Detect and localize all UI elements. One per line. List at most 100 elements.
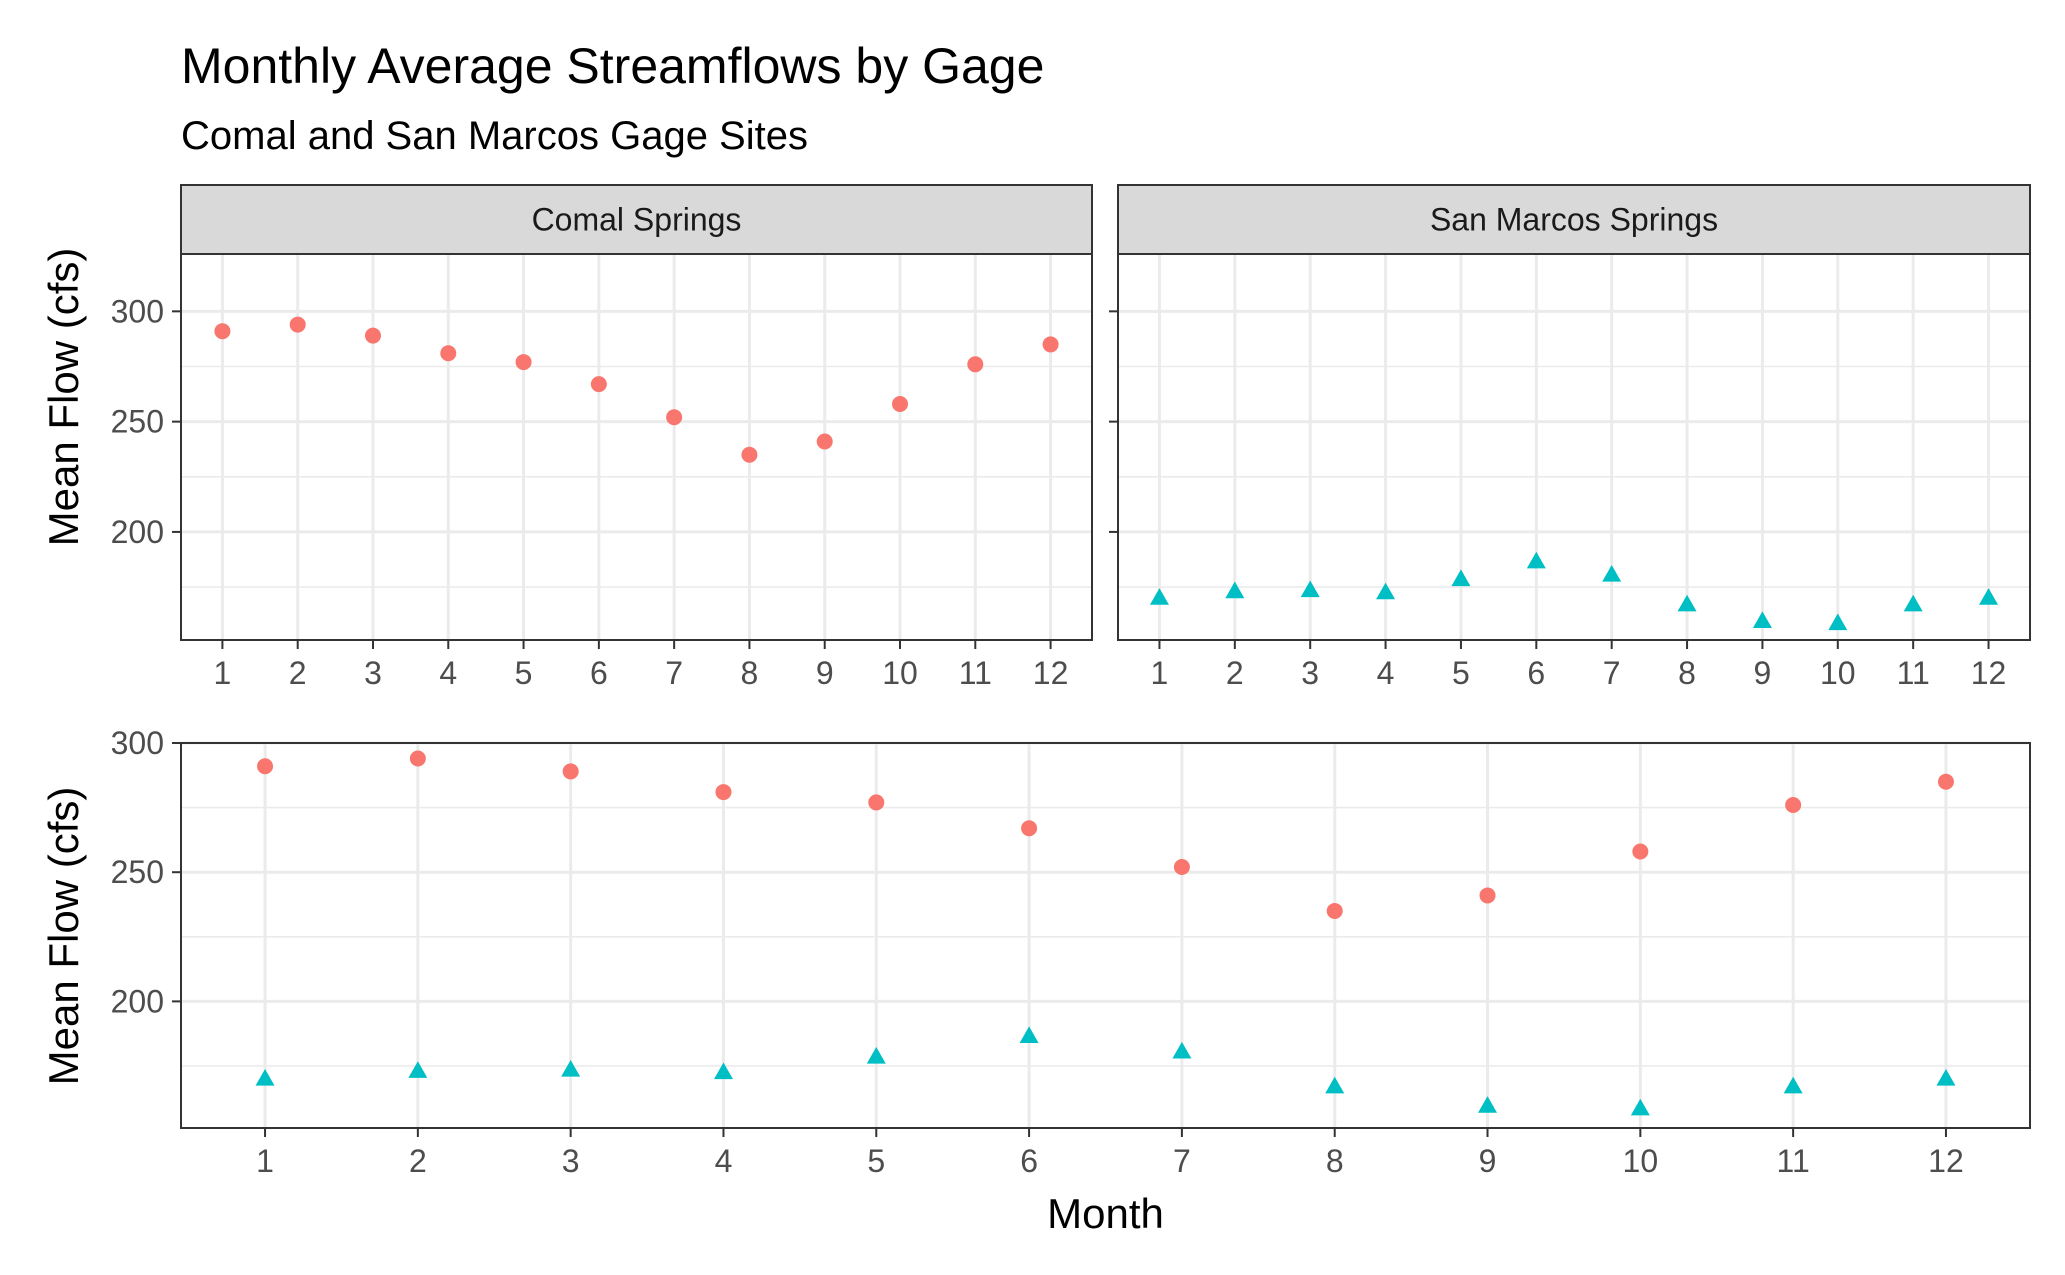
data-point-triangle: [1602, 565, 1622, 582]
data-point-triangle: [408, 1061, 428, 1078]
data-point-circle: [214, 323, 231, 340]
x-tick-label: 8: [1326, 1143, 1344, 1179]
data-point-circle: [741, 446, 758, 463]
x-tick-label: 7: [665, 655, 683, 691]
facet-strip: [1117, 184, 2031, 255]
x-tick-label: 5: [515, 655, 533, 691]
y-tick-label: 300: [111, 725, 164, 761]
data-point-circle: [409, 750, 426, 767]
x-tick-label: 3: [364, 655, 382, 691]
data-point-triangle: [1172, 1041, 1192, 1059]
data-point-circle: [1326, 902, 1343, 919]
y-axis-title: Mean Flow (cfs): [40, 787, 87, 1086]
data-point-triangle: [1300, 580, 1320, 598]
x-tick-label: 11: [959, 655, 992, 691]
data-point-circle: [364, 327, 381, 344]
x-tick-label: 10: [1820, 655, 1856, 691]
panel-border: [180, 742, 2031, 1129]
chart-subtitle: Comal and San Marcos Gage Sites: [181, 114, 808, 158]
facet-strip-label: Comal Springs: [532, 202, 742, 238]
x-tick-label: 5: [1452, 655, 1470, 691]
data-point-circle: [440, 345, 457, 362]
x-tick-label: 10: [882, 655, 918, 691]
data-point-triangle: [1325, 1076, 1345, 1094]
x-tick-label: 6: [1020, 1143, 1038, 1179]
x-tick-label: 6: [590, 655, 608, 691]
x-tick-label: 9: [1754, 655, 1772, 691]
data-point-circle: [1937, 773, 1954, 790]
y-axis-title: Mean Flow (cfs): [40, 248, 87, 547]
data-point-circle: [1021, 820, 1038, 837]
x-tick-label: 2: [1226, 655, 1244, 691]
x-tick-label: 7: [1173, 1143, 1191, 1179]
data-point-circle: [1632, 843, 1649, 860]
x-tick-label: 2: [289, 655, 307, 691]
x-tick-label: 4: [439, 655, 457, 691]
data-point-circle: [892, 395, 909, 412]
data-point-circle: [1042, 336, 1059, 353]
data-point-triangle: [1376, 582, 1396, 600]
data-point-circle: [1173, 859, 1190, 876]
x-axis-title: Month: [1047, 1190, 1164, 1237]
x-tick-label: 12: [1928, 1143, 1964, 1179]
y-tick-label: 200: [111, 514, 164, 550]
facet-strip-label: San Marcos Springs: [1430, 202, 1718, 238]
data-point-triangle: [1979, 588, 1999, 605]
data-point-triangle: [713, 1062, 733, 1080]
data-point-circle: [257, 758, 274, 775]
data-point-triangle: [1019, 1026, 1039, 1043]
x-tick-label: 3: [1301, 655, 1319, 691]
data-point-circle: [666, 409, 683, 426]
data-point-circle: [868, 794, 885, 811]
data-point-circle: [590, 376, 607, 393]
x-tick-label: 9: [816, 655, 834, 691]
y-tick-label: 200: [111, 983, 164, 1019]
x-tick-label: 4: [715, 1143, 733, 1179]
data-point-triangle: [1149, 588, 1169, 605]
x-tick-label: 7: [1603, 655, 1621, 691]
data-point-triangle: [1630, 1098, 1650, 1116]
data-point-triangle: [1903, 594, 1923, 612]
data-point-triangle: [1752, 611, 1772, 628]
data-point-triangle: [1451, 569, 1471, 587]
x-tick-label: 1: [1151, 655, 1169, 691]
data-point-triangle: [866, 1047, 886, 1064]
data-point-circle: [515, 354, 532, 371]
data-point-circle: [715, 784, 732, 801]
data-point-triangle: [1526, 551, 1546, 569]
x-tick-label: 1: [256, 1143, 274, 1179]
data-point-circle: [1785, 797, 1802, 814]
x-tick-label: 10: [1623, 1143, 1659, 1179]
data-point-triangle: [1783, 1076, 1803, 1094]
panel-background: [181, 743, 2030, 1128]
x-tick-label: 6: [1527, 655, 1545, 691]
x-tick-label: 2: [409, 1143, 427, 1179]
x-tick-label: 12: [1971, 655, 2007, 691]
facet-strip: [180, 184, 1093, 255]
data-point-circle: [562, 763, 579, 780]
x-tick-label: 8: [1678, 655, 1696, 691]
panel-background: [181, 254, 1092, 640]
x-tick-label: 5: [867, 1143, 885, 1179]
data-point-circle: [289, 316, 306, 333]
data-point-triangle: [1478, 1096, 1498, 1113]
data-point-triangle: [1936, 1068, 1956, 1086]
y-tick-label: 250: [111, 404, 164, 440]
x-tick-label: 11: [1897, 655, 1930, 691]
data-point-triangle: [561, 1059, 581, 1077]
x-tick-label: 3: [562, 1143, 580, 1179]
x-tick-label: 11: [1777, 1143, 1810, 1179]
data-point-circle: [816, 433, 833, 450]
x-tick-label: 9: [1479, 1143, 1497, 1179]
chart-title: Monthly Average Streamflows by Gage: [181, 38, 1044, 94]
data-point-circle: [967, 356, 984, 373]
data-point-triangle: [255, 1068, 275, 1086]
x-tick-label: 8: [741, 655, 759, 691]
x-tick-label: 1: [214, 655, 232, 691]
y-tick-label: 300: [111, 293, 164, 329]
x-tick-label: 4: [1377, 655, 1395, 691]
